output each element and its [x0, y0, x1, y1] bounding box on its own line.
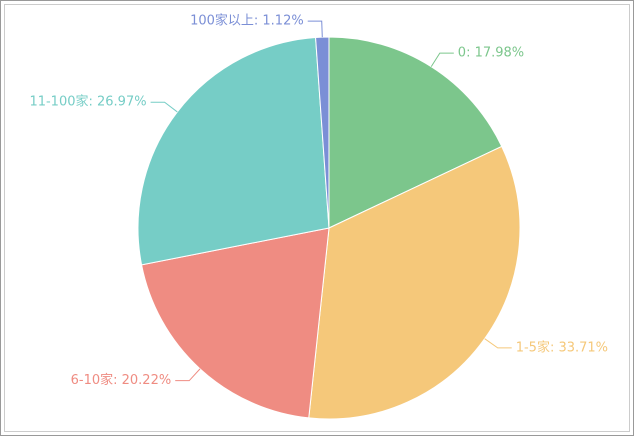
slice-label: 6-10家: 20.22% — [71, 372, 172, 388]
leader-line — [307, 20, 323, 38]
slice-label: 100家以上: 1.12% — [190, 13, 304, 29]
inner-frame — [4, 4, 630, 432]
leader-line — [484, 338, 512, 349]
leader-line — [430, 52, 454, 67]
slice-label: 1-5家: 33.71% — [516, 339, 608, 355]
slice-label: 0: 17.98% — [458, 46, 524, 61]
leader-line — [175, 368, 201, 382]
pie-slice — [328, 36, 503, 229]
leader-line — [150, 101, 178, 113]
pie-slice — [137, 36, 330, 266]
slice-label: 11-100家: 26.97% — [29, 94, 146, 110]
pie-slice — [141, 227, 330, 419]
